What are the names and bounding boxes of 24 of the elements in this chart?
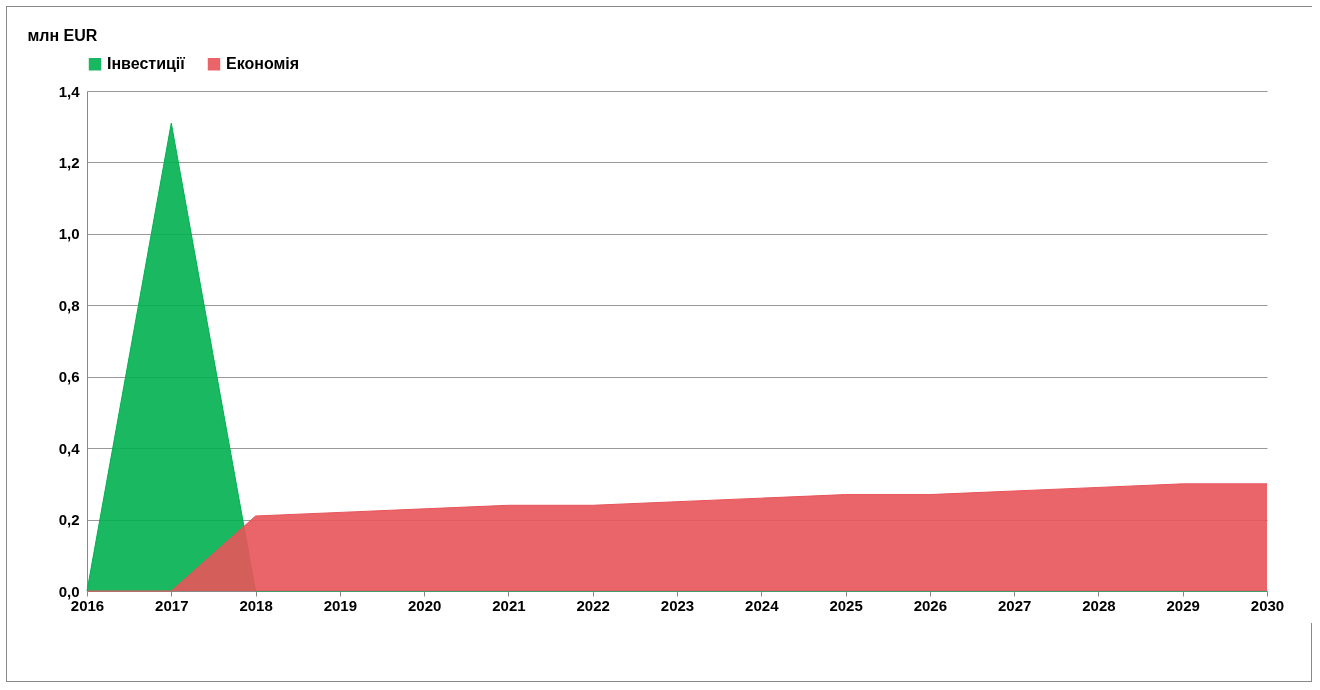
x-tick-label: 2024 (745, 596, 780, 614)
x-tick-label: 2023 (660, 596, 695, 614)
y-tick-label: 0,2 (58, 511, 80, 529)
x-tick-label: 2026 (913, 596, 948, 614)
legend-label: Економія (226, 55, 300, 73)
x-tick-label: 2029 (1166, 596, 1200, 614)
y-tick-label: 1,2 (58, 153, 80, 171)
x-tick-label: 2020 (407, 596, 442, 614)
y-tick-label: 1,4 (58, 82, 81, 100)
x-tick-label: 2018 (239, 596, 273, 614)
y-tick-label: 0,8 (58, 296, 80, 314)
legend-label: Інвестиції (107, 55, 186, 73)
y-tick-label: 0,6 (58, 368, 80, 386)
x-tick-label: 2028 (1082, 596, 1116, 614)
y-axis-title: млн EUR (27, 26, 98, 44)
x-tick-label: 2019 (323, 596, 358, 614)
x-tick-label: 2030 (1250, 596, 1285, 614)
x-tick-label: 2017 (155, 596, 189, 614)
x-tick-label: 2021 (492, 596, 526, 614)
y-tick-label: 1,0 (58, 225, 80, 243)
y-tick-label: 0,4 (58, 439, 81, 457)
x-tick-label: 2027 (997, 596, 1032, 614)
x-tick-label: 2025 (829, 596, 863, 614)
x-tick-label: 2022 (576, 596, 610, 614)
